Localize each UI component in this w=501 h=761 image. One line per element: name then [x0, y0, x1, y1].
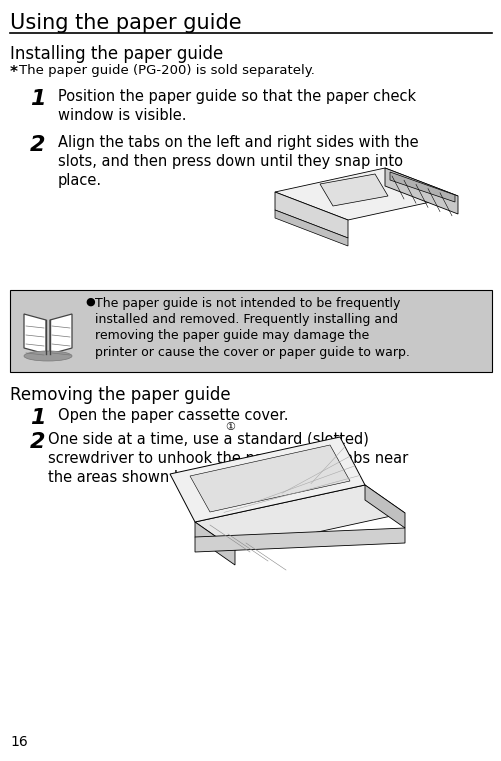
Text: 2: 2 [30, 432, 46, 452]
Text: Position the paper guide so that the paper check
window is visible.: Position the paper guide so that the pap… [58, 89, 415, 123]
Text: Open the paper cassette cover.: Open the paper cassette cover. [58, 408, 288, 423]
Polygon shape [170, 437, 364, 522]
Polygon shape [384, 168, 457, 214]
Text: The paper guide (PG-200) is sold separately.: The paper guide (PG-200) is sold separat… [19, 64, 314, 77]
Text: One side at a time, use a standard (slotted)
screwdriver to unhook the paper gui: One side at a time, use a standard (slot… [48, 432, 407, 486]
Text: *: * [10, 65, 18, 80]
Text: Align the tabs on the left and right sides with the
slots, and then press down u: Align the tabs on the left and right sid… [58, 135, 418, 189]
Text: ①: ① [224, 422, 234, 432]
Text: Using the paper guide: Using the paper guide [10, 13, 241, 33]
Polygon shape [275, 192, 347, 238]
Text: ●: ● [85, 297, 95, 307]
Text: Installing the paper guide: Installing the paper guide [10, 45, 223, 63]
Text: Removing the paper guide: Removing the paper guide [10, 386, 230, 404]
Text: The paper guide is not intended to be frequently
installed and removed. Frequent: The paper guide is not intended to be fr… [95, 297, 409, 358]
Polygon shape [319, 174, 387, 206]
Polygon shape [194, 485, 404, 550]
Polygon shape [50, 314, 72, 354]
Polygon shape [364, 485, 404, 528]
Polygon shape [189, 445, 349, 512]
Ellipse shape [24, 351, 72, 361]
Polygon shape [194, 522, 234, 565]
Polygon shape [24, 314, 46, 354]
FancyBboxPatch shape [10, 290, 491, 372]
Text: 2: 2 [30, 135, 46, 155]
Polygon shape [194, 528, 404, 552]
Text: 1: 1 [30, 89, 46, 109]
Polygon shape [275, 210, 347, 246]
Text: 1: 1 [30, 408, 46, 428]
Polygon shape [389, 172, 454, 202]
Text: 16: 16 [10, 735, 28, 749]
Polygon shape [275, 168, 457, 220]
